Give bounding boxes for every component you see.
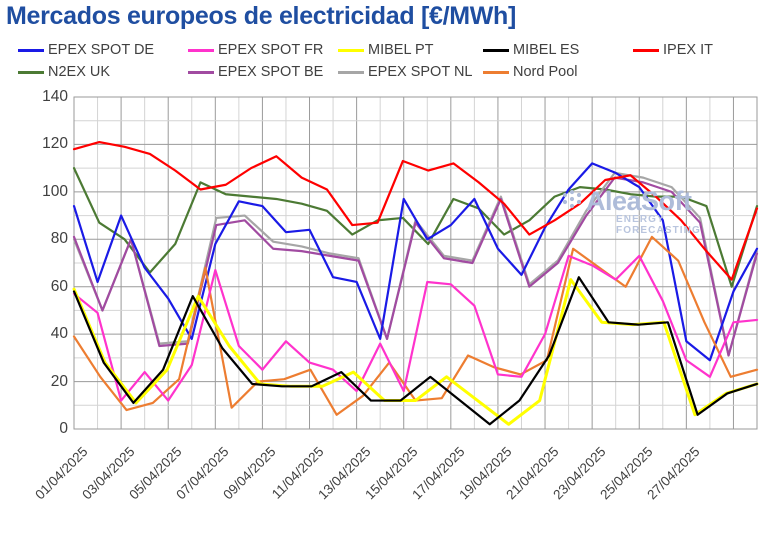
y-tick-label: 140 <box>42 88 68 105</box>
legend-item-mibel-es[interactable]: MIBEL ES <box>483 40 579 60</box>
series-line-ipex-it <box>72 140 759 281</box>
series-line-mibel-pt <box>72 278 759 426</box>
legend-row-1: EPEX SPOT DE EPEX SPOT FR MIBEL PT MIBEL ES… <box>8 40 764 62</box>
series-line-epex-spot-nl <box>72 171 759 357</box>
legend-label: EPEX SPOT BE <box>218 64 324 80</box>
legend-label: EPEX SPOT NL <box>368 64 473 80</box>
series-line-epex-spot-fr <box>72 254 759 402</box>
y-tick-label: 100 <box>42 182 68 200</box>
plot-svg <box>72 96 759 430</box>
legend-label: EPEX SPOT FR <box>218 42 324 58</box>
legend-row-2: N2EX UK EPEX SPOT BE EPEX SPOT NL Nord Pool <box>8 62 764 84</box>
legend-swatch-icon <box>483 70 509 74</box>
y-tick-label: 20 <box>50 372 68 390</box>
y-tick-label: 40 <box>50 325 68 343</box>
y-tick-label: 80 <box>50 230 68 248</box>
legend-swatch-icon <box>483 48 509 52</box>
series-line-mibel-es <box>72 276 759 426</box>
chart-legend: EPEX SPOT DE EPEX SPOT FR MIBEL PT MIBEL ES… <box>8 40 764 84</box>
legend-item-nord-pool[interactable]: Nord Pool <box>483 62 577 82</box>
legend-label: MIBEL ES <box>513 42 580 58</box>
series-line-n2ex-uk <box>72 167 759 288</box>
legend-item-epex-spot-fr[interactable]: EPEX SPOT FR <box>188 40 323 60</box>
legend-label: Nord Pool <box>513 64 578 80</box>
legend-swatch-icon <box>188 70 214 74</box>
legend-item-epex-spot-nl[interactable]: EPEX SPOT NL <box>338 62 473 82</box>
x-axis: 01/04/2025 03/04/2025 05/04/2025 07/04/2025… <box>0 438 768 535</box>
legend-swatch-icon <box>18 70 44 74</box>
gridlines <box>73 96 758 430</box>
legend-swatch-icon <box>18 48 44 52</box>
legend-swatch-icon <box>633 48 659 52</box>
legend-label: MIBEL PT <box>368 42 434 58</box>
legend-swatch-icon <box>338 70 364 74</box>
legend-label: N2EX UK <box>48 64 111 80</box>
y-tick-label: 0 <box>59 420 68 437</box>
plot-area: 140 120 100 80 60 40 20 0 AleaSoft ENERGY FOREC… <box>0 88 768 438</box>
y-tick-label: 60 <box>50 277 68 295</box>
legend-item-ipex-it[interactable]: IPEX IT <box>633 40 713 60</box>
chart-title: Mercados europeos de electricidad [€/MWh… <box>6 2 517 30</box>
legend-item-epex-spot-be[interactable]: EPEX SPOT BE <box>188 62 323 82</box>
legend-item-mibel-pt[interactable]: MIBEL PT <box>338 40 434 60</box>
legend-item-epex-spot-de[interactable]: EPEX SPOT DE <box>18 40 154 60</box>
legend-swatch-icon <box>338 48 364 52</box>
series-line-epex-spot-be <box>72 176 759 357</box>
legend-swatch-icon <box>188 48 214 52</box>
series-line-epex-spot-de <box>72 162 759 362</box>
y-axis: 140 120 100 80 60 40 20 0 <box>0 88 68 438</box>
y-tick-label: 120 <box>42 135 68 153</box>
legend-item-n2ex-uk[interactable]: N2EX UK <box>18 62 110 82</box>
legend-label: EPEX SPOT DE <box>48 42 155 58</box>
legend-label: IPEX IT <box>663 42 713 58</box>
